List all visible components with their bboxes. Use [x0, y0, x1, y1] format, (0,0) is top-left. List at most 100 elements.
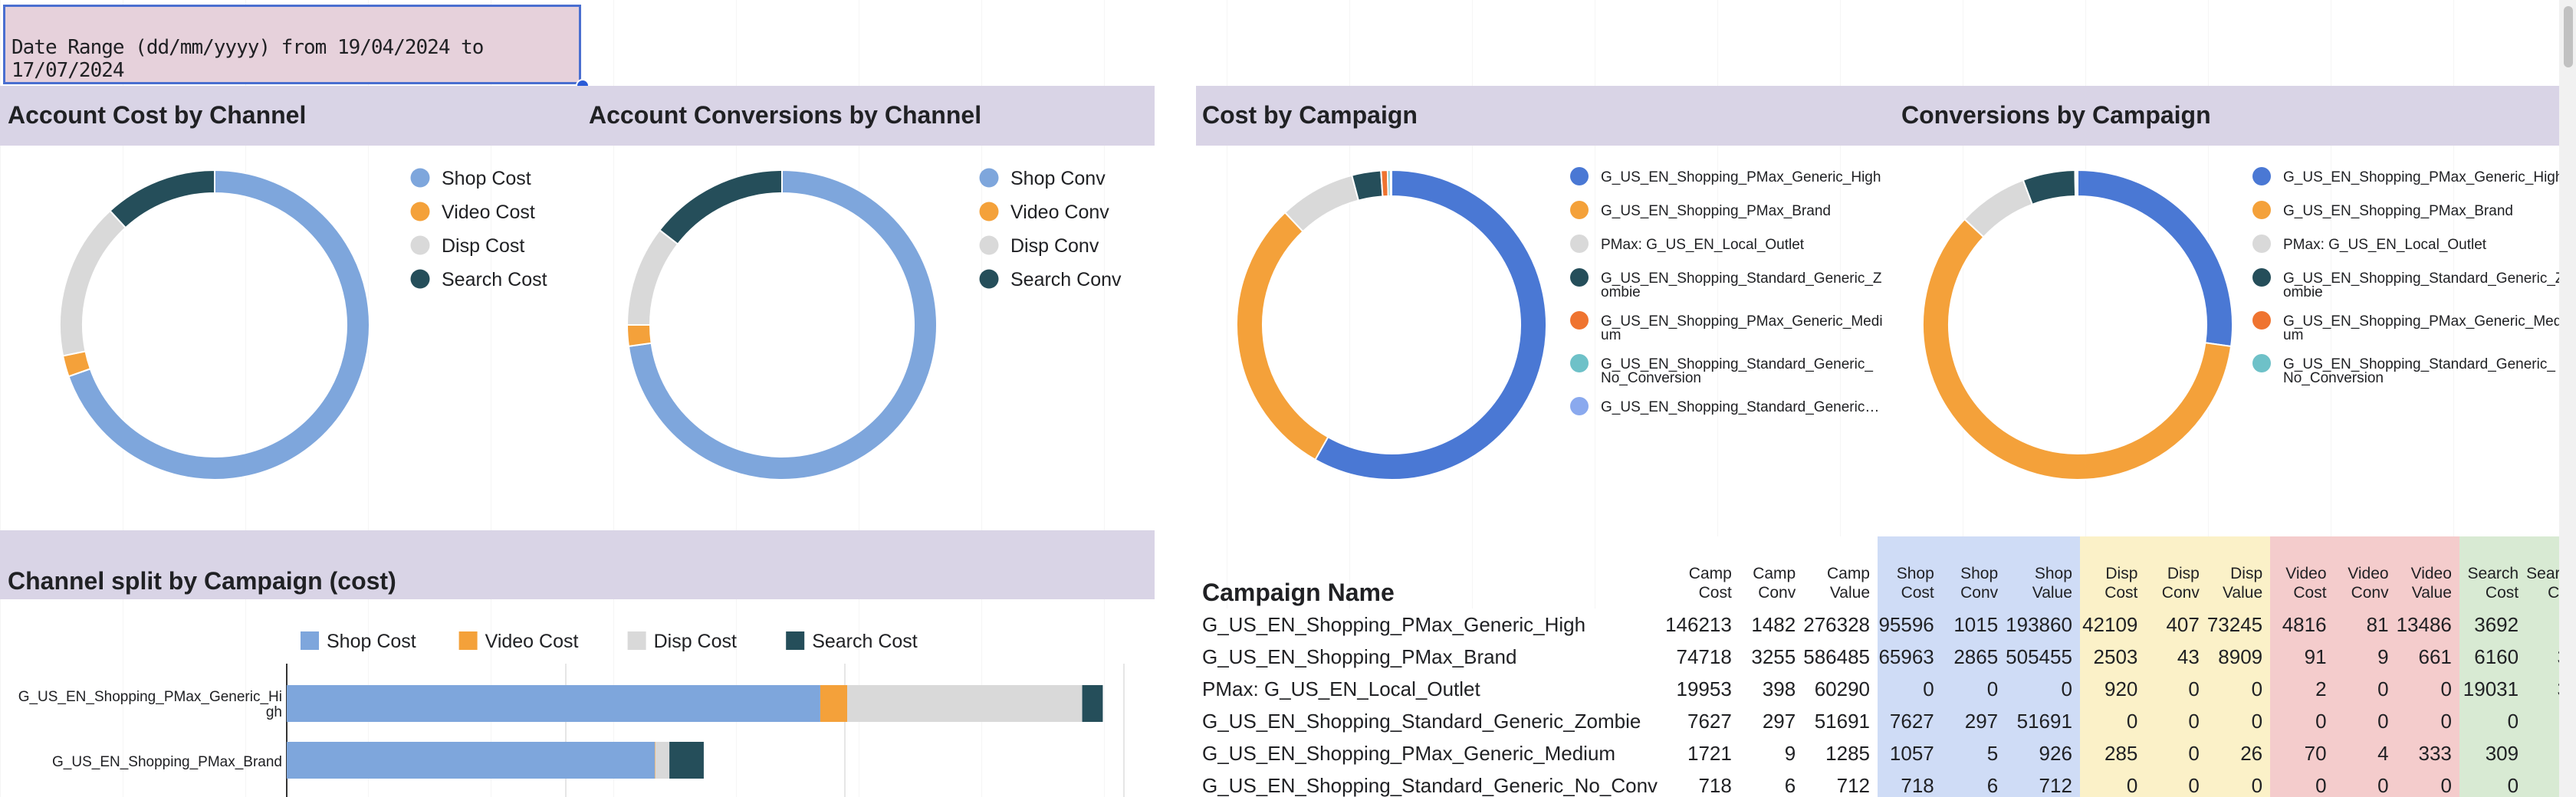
cell-shop-conv[interactable]: 297: [1941, 705, 2006, 737]
cell-campaign-name[interactable]: G_US_EN_Shopping_PMax_Brand: [1196, 641, 1666, 673]
bar-search-cost-g-us-en-shopping-pmax-brand[interactable]: [669, 742, 704, 779]
table-row[interactable]: G_US_EN_Shopping_PMax_Generic_High 146213…: [1196, 608, 2576, 641]
cell-disp-value[interactable]: 0: [2206, 769, 2271, 797]
cell-camp-conv[interactable]: 297: [1739, 705, 1804, 737]
slice-video-conv[interactable]: [626, 324, 652, 347]
cell-video-conv[interactable]: 81: [2334, 608, 2397, 641]
slice-g-us-en-shopping-standard-generic-zombie[interactable]: [2022, 169, 2077, 206]
table-row[interactable]: G_US_EN_Shopping_Standard_Generic_Zombie…: [1196, 705, 2576, 737]
cell-disp-cost[interactable]: 2503: [2079, 641, 2146, 673]
cell-shop-conv[interactable]: 5: [1941, 737, 2006, 769]
legend-item-g-us-en-shopping-pmax-generic-medium[interactable]: G_US_EN_Shopping_PMax_Generic_Medium: [1570, 311, 1883, 343]
cell-video-cost[interactable]: 70: [2270, 737, 2334, 769]
bar-shop-cost-g-us-en-shopping-pmax-brand[interactable]: [287, 742, 656, 779]
legend-item-g-us-en-shopping-pmax-generic-medium[interactable]: G_US_EN_Shopping_PMax_Generic_Medium: [2252, 311, 2565, 343]
cell-campaign-name[interactable]: G_US_EN_Shopping_Standard_Generic_Zombie: [1196, 705, 1666, 737]
table-row[interactable]: G_US_EN_Shopping_PMax_Generic_Medium 1721…: [1196, 737, 2576, 769]
cell-camp-conv[interactable]: 9: [1739, 737, 1804, 769]
cell-shop-cost[interactable]: 1057: [1878, 737, 1942, 769]
cell-camp-value[interactable]: 51691: [1803, 705, 1878, 737]
cell-video-value[interactable]: 661: [2396, 641, 2459, 673]
bar-video-cost-g-us-en-shopping-pmax-brand[interactable]: [655, 742, 656, 779]
cell-camp-cost[interactable]: 146213: [1665, 608, 1740, 641]
cell-video-value[interactable]: 333: [2396, 737, 2459, 769]
table-row[interactable]: G_US_EN_Shopping_Standard_Generic_No_Con…: [1196, 769, 2576, 797]
legend-item-g-us-en-shopping-standard-generic-no-conversion[interactable]: G_US_EN_Shopping_Standard_Generic_No_Con…: [2252, 354, 2555, 386]
table-row[interactable]: PMax: G_US_EN_Local_Outlet 19953 398 60290 0…: [1196, 673, 2576, 705]
legend-item-g-us-en-shopping-standard-generic-zombie[interactable]: G_US_EN_Shopping_Standard_Generic_Zombie: [1570, 268, 1882, 300]
legend-item-g-us-en-shopping-standard-generic-no-conversion[interactable]: G_US_EN_Shopping_Standard_Generic_No_Con…: [1570, 354, 1873, 386]
cell-video-conv[interactable]: 4: [2334, 737, 2397, 769]
cell-camp-value[interactable]: 276328: [1803, 608, 1878, 641]
cell-camp-value[interactable]: 586485: [1803, 641, 1878, 673]
cell-shop-conv[interactable]: 6: [1941, 769, 2006, 797]
cell-video-value[interactable]: 0: [2396, 673, 2459, 705]
cell-video-conv[interactable]: 0: [2334, 769, 2397, 797]
cell-video-cost[interactable]: 91: [2270, 641, 2334, 673]
cell-shop-value[interactable]: 505455: [2006, 641, 2080, 673]
cell-search-cost[interactable]: 309: [2459, 737, 2527, 769]
slice-search-cost[interactable]: [109, 169, 215, 229]
cell-disp-cost[interactable]: 0: [2079, 705, 2146, 737]
slice-pmax-g-us-en-local-outlet[interactable]: [1963, 179, 2034, 238]
slice-search-conv[interactable]: [658, 169, 783, 245]
legend-item-disp-cost[interactable]: Disp Cost: [627, 631, 737, 652]
slice-pmax-g-us-en-local-outlet[interactable]: [1283, 174, 1360, 233]
cell-disp-cost[interactable]: 285: [2079, 737, 2146, 769]
cell-disp-conv[interactable]: 407: [2145, 608, 2207, 641]
slice-disp-conv[interactable]: [626, 228, 679, 326]
cell-shop-cost[interactable]: 65963: [1878, 641, 1942, 673]
slice-g-us-en-shopping-pmax-brand[interactable]: [1236, 211, 1329, 461]
cell-shop-value[interactable]: 926: [2006, 737, 2080, 769]
cell-search-cost[interactable]: 3692: [2459, 608, 2527, 641]
cell-video-value[interactable]: 0: [2396, 769, 2459, 797]
slice-disp-cost[interactable]: [59, 209, 127, 357]
cell-video-cost[interactable]: 4816: [2270, 608, 2334, 641]
cell-camp-cost[interactable]: 7627: [1665, 705, 1740, 737]
cell-shop-conv[interactable]: 0: [1941, 673, 2006, 705]
bar-search-cost-g-us-en-shopping-pmax-generic-high[interactable]: [1082, 685, 1103, 722]
cell-camp-cost[interactable]: 1721: [1665, 737, 1740, 769]
cell-camp-value[interactable]: 1285: [1803, 737, 1878, 769]
legend-item-g-us-en-shopping-standard-generic-zombie[interactable]: G_US_EN_Shopping_Standard_Generic_Zombie: [2252, 268, 2564, 300]
cell-camp-conv[interactable]: 3255: [1739, 641, 1804, 673]
legend-item-shop-cost[interactable]: Shop Cost: [410, 168, 531, 189]
legend-item-pmax-g-us-en-local-outlet[interactable]: PMax: G_US_EN_Local_Outlet: [1570, 235, 1805, 253]
legend-item-disp-cost[interactable]: Disp Cost: [410, 235, 525, 257]
cell-shop-conv[interactable]: 1015: [1941, 608, 2006, 641]
cell-video-conv[interactable]: 0: [2334, 705, 2397, 737]
cell-video-cost[interactable]: 2: [2270, 673, 2334, 705]
legend-item-search-cost[interactable]: Search Cost: [786, 631, 918, 652]
cell-disp-cost[interactable]: 0: [2079, 769, 2146, 797]
cell-disp-cost[interactable]: 920: [2079, 673, 2146, 705]
cell-disp-value[interactable]: 0: [2206, 705, 2271, 737]
cell-video-conv[interactable]: 9: [2334, 641, 2397, 673]
cell-camp-conv[interactable]: 398: [1739, 673, 1804, 705]
slice-g-us-en-shopping-standard-generic[interactable]: [1389, 169, 1392, 198]
cell-search-cost[interactable]: 6160: [2459, 641, 2527, 673]
cell-disp-conv[interactable]: 0: [2145, 673, 2207, 705]
cell-disp-value[interactable]: 73245: [2206, 608, 2271, 641]
cell-camp-conv[interactable]: 6: [1739, 769, 1804, 797]
legend-item-disp-conv[interactable]: Disp Conv: [979, 235, 1099, 257]
cell-search-cost[interactable]: 0: [2459, 705, 2527, 737]
bar-video-cost-g-us-en-shopping-pmax-generic-high[interactable]: [820, 685, 847, 722]
cell-camp-value[interactable]: 60290: [1803, 673, 1878, 705]
slice-shop-cost[interactable]: [67, 169, 370, 480]
slice-shop-conv[interactable]: [627, 169, 938, 480]
cell-shop-value[interactable]: 0: [2006, 673, 2080, 705]
cell-camp-cost[interactable]: 19953: [1665, 673, 1740, 705]
cell-camp-cost[interactable]: 718: [1665, 769, 1740, 797]
cell-campaign-name[interactable]: G_US_EN_Shopping_Standard_Generic_No_Con…: [1196, 769, 1666, 797]
legend-item-video-cost[interactable]: Video Cost: [410, 202, 535, 223]
cell-campaign-name[interactable]: PMax: G_US_EN_Local_Outlet: [1196, 673, 1666, 705]
scrollbar-thumb[interactable]: [2564, 6, 2573, 67]
slice-g-us-en-shopping-pmax-generic-high[interactable]: [2077, 169, 2233, 348]
cell-video-cost[interactable]: 0: [2270, 705, 2334, 737]
cell-disp-value[interactable]: 8909: [2206, 641, 2271, 673]
cell-disp-conv[interactable]: 0: [2145, 737, 2207, 769]
cell-camp-conv[interactable]: 1482: [1739, 608, 1804, 641]
cell-disp-value[interactable]: 26: [2206, 737, 2271, 769]
cell-camp-value[interactable]: 712: [1803, 769, 1878, 797]
cell-shop-value[interactable]: 51691: [2006, 705, 2080, 737]
